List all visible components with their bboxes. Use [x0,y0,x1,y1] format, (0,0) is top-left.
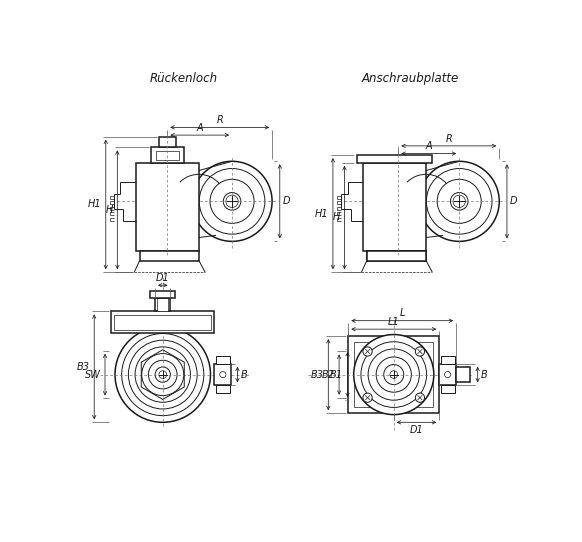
Circle shape [384,365,404,385]
Text: B2: B2 [321,370,335,379]
Text: H1: H1 [87,199,101,209]
Bar [151,147,183,163]
Text: B3: B3 [311,370,324,379]
Bar [150,292,175,298]
Circle shape [363,393,372,402]
Circle shape [368,349,420,400]
Text: B3: B3 [77,362,90,372]
Bar [363,163,426,251]
Circle shape [376,357,411,392]
Text: R: R [445,133,452,144]
Text: R: R [217,115,223,125]
Bar [367,251,426,261]
Circle shape [135,347,190,402]
Text: D: D [510,196,517,207]
Bar [456,367,470,382]
Circle shape [159,371,166,378]
Bar [367,251,426,261]
Bar [114,314,211,330]
Circle shape [199,169,265,234]
Text: D1: D1 [410,424,423,435]
Text: D1: D1 [156,273,169,283]
Bar [216,385,230,393]
Circle shape [223,192,241,210]
Circle shape [416,347,424,356]
Circle shape [192,162,272,241]
Bar [354,342,433,407]
Bar [357,155,432,163]
Text: H1: H1 [315,209,328,218]
Bar [441,385,455,393]
Bar [157,298,168,312]
Text: B: B [240,370,247,379]
Circle shape [453,195,466,208]
Bar [140,251,199,261]
Bar [441,356,455,364]
Circle shape [129,340,197,409]
Text: B: B [481,370,488,379]
Bar [439,364,456,385]
Circle shape [354,334,434,415]
Circle shape [142,353,184,396]
Circle shape [148,360,177,389]
Bar [348,336,439,413]
Text: SW: SW [84,370,100,379]
Circle shape [361,342,427,408]
Circle shape [390,371,398,378]
Text: A: A [196,123,203,133]
Circle shape [155,367,171,382]
Circle shape [115,327,211,422]
Bar [214,364,231,385]
Circle shape [427,169,492,234]
Circle shape [445,371,450,378]
Text: L1: L1 [388,317,400,327]
Circle shape [220,371,226,378]
Circle shape [363,347,372,356]
Text: L: L [399,308,405,318]
Text: B1: B1 [330,370,343,379]
Circle shape [437,179,481,223]
Text: H: H [105,205,113,215]
Bar [155,298,171,312]
Bar [111,312,214,333]
Circle shape [419,162,499,241]
Circle shape [122,333,204,416]
Text: A: A [425,141,432,151]
Text: H: H [332,212,340,223]
Circle shape [210,179,254,223]
Text: Anschraubplatte: Anschraubplatte [362,72,459,85]
Circle shape [226,195,238,208]
Circle shape [450,192,468,210]
Bar [216,356,230,364]
Circle shape [416,393,424,402]
Bar [136,163,199,251]
Text: Rückenloch: Rückenloch [150,72,218,85]
Bar [156,151,179,160]
Text: D: D [283,196,290,207]
Bar [159,137,176,147]
